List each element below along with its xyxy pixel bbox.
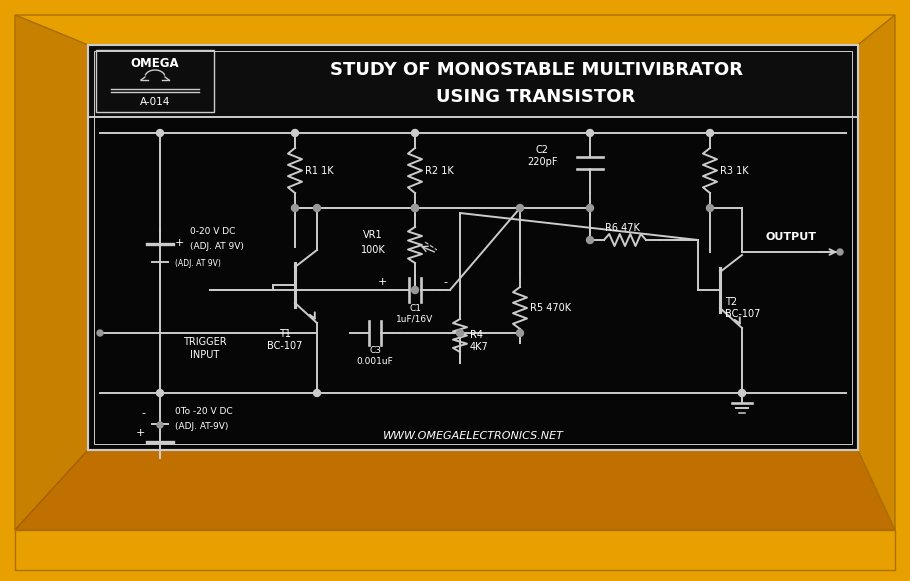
Text: VR1: VR1 xyxy=(363,230,383,240)
Circle shape xyxy=(97,330,103,336)
Text: (ADJ. AT-9V): (ADJ. AT-9V) xyxy=(175,421,228,431)
Circle shape xyxy=(291,130,298,137)
Text: 0To -20 V DC: 0To -20 V DC xyxy=(175,407,233,415)
Text: 4K7: 4K7 xyxy=(470,342,489,352)
Bar xyxy=(88,45,858,117)
Text: T2: T2 xyxy=(725,297,737,307)
Circle shape xyxy=(314,389,320,396)
Circle shape xyxy=(739,389,745,396)
Text: R6 47K: R6 47K xyxy=(605,223,640,233)
Text: INPUT: INPUT xyxy=(190,350,219,360)
Circle shape xyxy=(587,236,593,243)
Text: A-014: A-014 xyxy=(140,97,170,107)
Text: C2: C2 xyxy=(535,145,549,155)
Polygon shape xyxy=(858,15,895,530)
Circle shape xyxy=(706,205,713,211)
Circle shape xyxy=(157,130,164,137)
Text: -: - xyxy=(141,408,145,418)
Circle shape xyxy=(411,205,419,211)
Circle shape xyxy=(291,205,298,211)
Text: 0-20 V DC: 0-20 V DC xyxy=(190,227,236,235)
Text: BC-107: BC-107 xyxy=(725,309,761,319)
Text: R4: R4 xyxy=(470,330,483,340)
Polygon shape xyxy=(15,450,895,530)
Text: OMEGA: OMEGA xyxy=(131,56,179,70)
Text: 0.001uF: 0.001uF xyxy=(357,357,393,366)
Text: R2 1K: R2 1K xyxy=(425,166,454,176)
Text: R1 1K: R1 1K xyxy=(305,166,334,176)
Bar xyxy=(88,45,858,450)
Text: 1uF/16V: 1uF/16V xyxy=(397,314,434,323)
Text: +: + xyxy=(175,238,185,248)
Text: USING TRANSISTOR: USING TRANSISTOR xyxy=(437,88,635,106)
Text: R3 1K: R3 1K xyxy=(720,166,749,176)
Bar xyxy=(96,50,214,112)
Text: (ADJ. AT 9V): (ADJ. AT 9V) xyxy=(190,242,244,250)
Text: 100K: 100K xyxy=(360,245,385,255)
Text: 220pF: 220pF xyxy=(527,157,557,167)
Circle shape xyxy=(517,205,523,211)
Text: T1: T1 xyxy=(279,329,291,339)
Polygon shape xyxy=(15,15,88,530)
Circle shape xyxy=(157,422,163,428)
Circle shape xyxy=(517,329,523,336)
Text: STUDY OF MONOSTABLE MULTIVIBRATOR: STUDY OF MONOSTABLE MULTIVIBRATOR xyxy=(329,61,743,79)
Text: R5 470K: R5 470K xyxy=(530,303,571,313)
Circle shape xyxy=(837,249,843,255)
Circle shape xyxy=(587,205,593,211)
Text: +: + xyxy=(136,428,145,438)
Text: OUTPUT: OUTPUT xyxy=(765,232,816,242)
Text: BC-107: BC-107 xyxy=(268,341,303,351)
Polygon shape xyxy=(15,530,895,570)
Bar xyxy=(94,51,852,444)
Text: WWW.OMEGAELECTRONICS.NET: WWW.OMEGAELECTRONICS.NET xyxy=(382,431,563,441)
Text: (ADJ. AT 9V): (ADJ. AT 9V) xyxy=(175,259,221,267)
Circle shape xyxy=(411,286,419,293)
Circle shape xyxy=(457,329,463,336)
Bar xyxy=(88,45,858,450)
Circle shape xyxy=(706,130,713,137)
Text: C3: C3 xyxy=(369,346,381,355)
Circle shape xyxy=(587,130,593,137)
Text: TRIGGER: TRIGGER xyxy=(183,337,227,347)
Circle shape xyxy=(411,130,419,137)
Text: C1: C1 xyxy=(409,304,421,313)
Text: -: - xyxy=(443,277,447,287)
Circle shape xyxy=(411,205,419,211)
Polygon shape xyxy=(15,15,895,45)
Circle shape xyxy=(157,389,164,396)
Circle shape xyxy=(314,205,320,211)
Text: +: + xyxy=(378,277,387,287)
